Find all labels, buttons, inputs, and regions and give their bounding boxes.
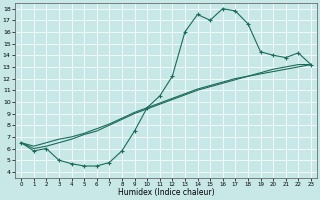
X-axis label: Humidex (Indice chaleur): Humidex (Indice chaleur) [118,188,214,197]
